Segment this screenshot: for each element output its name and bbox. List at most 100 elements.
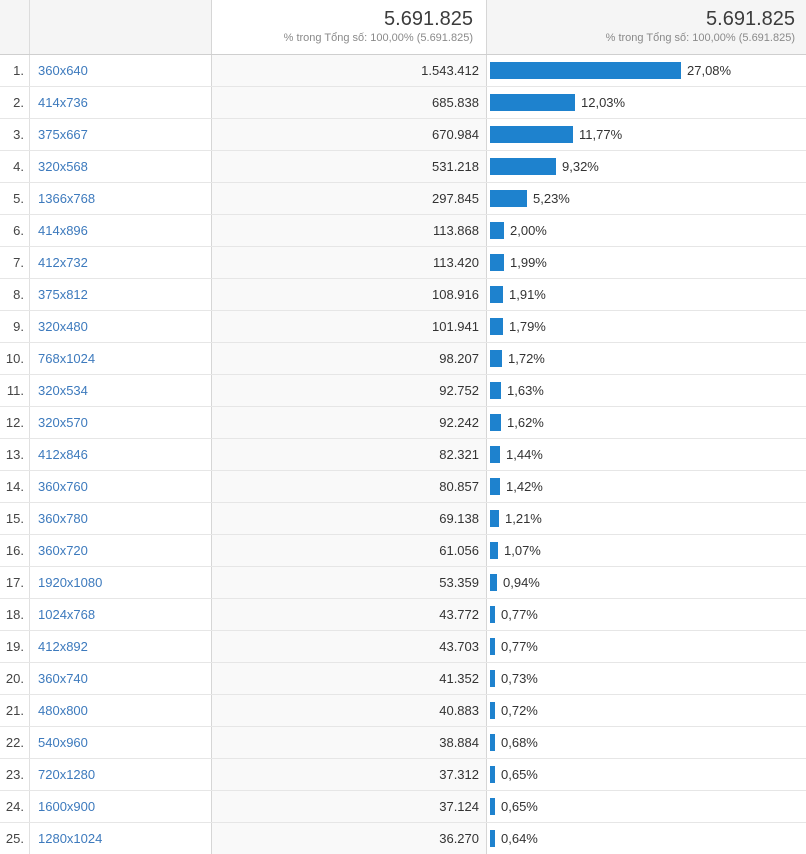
resolution-link[interactable]: 412x892 xyxy=(38,639,88,654)
row-dimension-cell: 320x480 xyxy=(30,311,212,342)
percent-bar xyxy=(490,158,556,175)
percent-label: 1,07% xyxy=(504,543,541,558)
row-bar-cell: 5,23% xyxy=(487,183,806,214)
resolution-link[interactable]: 360x740 xyxy=(38,671,88,686)
sessions-value: 92.242 xyxy=(212,407,487,438)
row-rank: 16. xyxy=(0,535,30,566)
resolution-link[interactable]: 412x846 xyxy=(38,447,88,462)
resolution-link[interactable]: 414x896 xyxy=(38,223,88,238)
resolution-link[interactable]: 320x568 xyxy=(38,159,88,174)
row-rank: 17. xyxy=(0,567,30,598)
table-row: 23. 720x1280 37.312 0,65% xyxy=(0,759,806,791)
percent-bar xyxy=(490,446,500,463)
percent-bar xyxy=(490,606,495,623)
row-bar-cell: 0,68% xyxy=(487,727,806,758)
row-rank: 11. xyxy=(0,375,30,406)
percent-bar xyxy=(490,766,495,783)
resolution-link[interactable]: 360x640 xyxy=(38,63,88,78)
sessions-value: 41.352 xyxy=(212,663,487,694)
row-dimension-cell: 412x892 xyxy=(30,631,212,662)
table-row: 16. 360x720 61.056 1,07% xyxy=(0,535,806,567)
table-row: 12. 320x570 92.242 1,62% xyxy=(0,407,806,439)
resolution-link[interactable]: 360x760 xyxy=(38,479,88,494)
row-rank: 4. xyxy=(0,151,30,182)
row-rank: 14. xyxy=(0,471,30,502)
resolution-link[interactable]: 1024x768 xyxy=(38,607,96,622)
row-bar-cell: 0,72% xyxy=(487,695,806,726)
resolution-link[interactable]: 1280x1024 xyxy=(38,831,103,846)
resolution-link[interactable]: 375x812 xyxy=(38,287,88,302)
table-row: 3. 375x667 670.984 11,77% xyxy=(0,119,806,151)
resolution-link[interactable]: 412x732 xyxy=(38,255,88,270)
row-dimension-cell: 1600x900 xyxy=(30,791,212,822)
resolution-link[interactable]: 1366x768 xyxy=(38,191,96,206)
table-row: 7. 412x732 113.420 1,99% xyxy=(0,247,806,279)
row-dimension-cell: 1920x1080 xyxy=(30,567,212,598)
row-dimension-cell: 360x780 xyxy=(30,503,212,534)
resolution-link[interactable]: 320x534 xyxy=(38,383,88,398)
row-dimension-cell: 375x667 xyxy=(30,119,212,150)
table-row: 24. 1600x900 37.124 0,65% xyxy=(0,791,806,823)
row-rank: 8. xyxy=(0,279,30,310)
row-bar-cell: 1,07% xyxy=(487,535,806,566)
percent-label: 0,65% xyxy=(501,767,538,782)
table-body: 1. 360x640 1.543.412 27,08% 2. 414x736 6… xyxy=(0,55,806,854)
resolution-link[interactable]: 360x780 xyxy=(38,511,88,526)
percent-bar xyxy=(490,830,495,847)
percent-bar xyxy=(490,126,573,143)
resolution-link[interactable]: 360x720 xyxy=(38,543,88,558)
resolution-link[interactable]: 720x1280 xyxy=(38,767,96,782)
percent-bar xyxy=(490,414,501,431)
row-rank: 19. xyxy=(0,631,30,662)
percent-total: 5.691.825 xyxy=(706,8,795,30)
sessions-value: 43.772 xyxy=(212,599,487,630)
resolution-link[interactable]: 375x667 xyxy=(38,127,88,142)
row-bar-cell: 1,72% xyxy=(487,343,806,374)
row-rank: 22. xyxy=(0,727,30,758)
resolution-link[interactable]: 540x960 xyxy=(38,735,88,750)
percent-bar xyxy=(490,734,495,751)
resolution-link[interactable]: 1600x900 xyxy=(38,799,96,814)
resolution-link[interactable]: 320x570 xyxy=(38,415,88,430)
row-bar-cell: 1,62% xyxy=(487,407,806,438)
percent-bar xyxy=(490,62,681,79)
row-dimension-cell: 1366x768 xyxy=(30,183,212,214)
sessions-value: 82.321 xyxy=(212,439,487,470)
percent-bar xyxy=(490,798,495,815)
sessions-total-subtitle: % trong Tổng số: 100,00% (5.691.825) xyxy=(283,32,473,44)
row-rank: 2. xyxy=(0,87,30,118)
row-bar-cell: 1,63% xyxy=(487,375,806,406)
percent-label: 12,03% xyxy=(581,95,626,110)
resolution-link[interactable]: 1920x1080 xyxy=(38,575,103,590)
percent-label: 0,64% xyxy=(501,831,538,846)
percent-bar xyxy=(490,382,501,399)
percent-label: 0,77% xyxy=(501,607,538,622)
resolution-link[interactable]: 768x1024 xyxy=(38,351,96,366)
resolution-link[interactable]: 414x736 xyxy=(38,95,88,110)
percent-bar xyxy=(490,638,495,655)
row-dimension-cell: 360x720 xyxy=(30,535,212,566)
table-row: 19. 412x892 43.703 0,77% xyxy=(0,631,806,663)
sessions-value: 38.884 xyxy=(212,727,487,758)
percent-label: 2,00% xyxy=(510,223,547,238)
resolution-link[interactable]: 320x480 xyxy=(38,319,88,334)
percent-label: 1,62% xyxy=(507,415,544,430)
table-row: 9. 320x480 101.941 1,79% xyxy=(0,311,806,343)
percent-label: 1,21% xyxy=(505,511,542,526)
percent-label: 1,42% xyxy=(506,479,543,494)
percent-bar xyxy=(490,286,503,303)
sessions-value: 92.752 xyxy=(212,375,487,406)
percent-bar xyxy=(490,542,498,559)
row-bar-cell: 1,91% xyxy=(487,279,806,310)
resolution-link[interactable]: 480x800 xyxy=(38,703,88,718)
percent-bar xyxy=(490,350,502,367)
sessions-value: 531.218 xyxy=(212,151,487,182)
row-dimension-cell: 320x570 xyxy=(30,407,212,438)
row-bar-cell: 1,99% xyxy=(487,247,806,278)
sessions-value: 685.838 xyxy=(212,87,487,118)
percent-label: 1,99% xyxy=(510,255,547,270)
table-row: 18. 1024x768 43.772 0,77% xyxy=(0,599,806,631)
row-rank: 7. xyxy=(0,247,30,278)
row-dimension-cell: 412x732 xyxy=(30,247,212,278)
